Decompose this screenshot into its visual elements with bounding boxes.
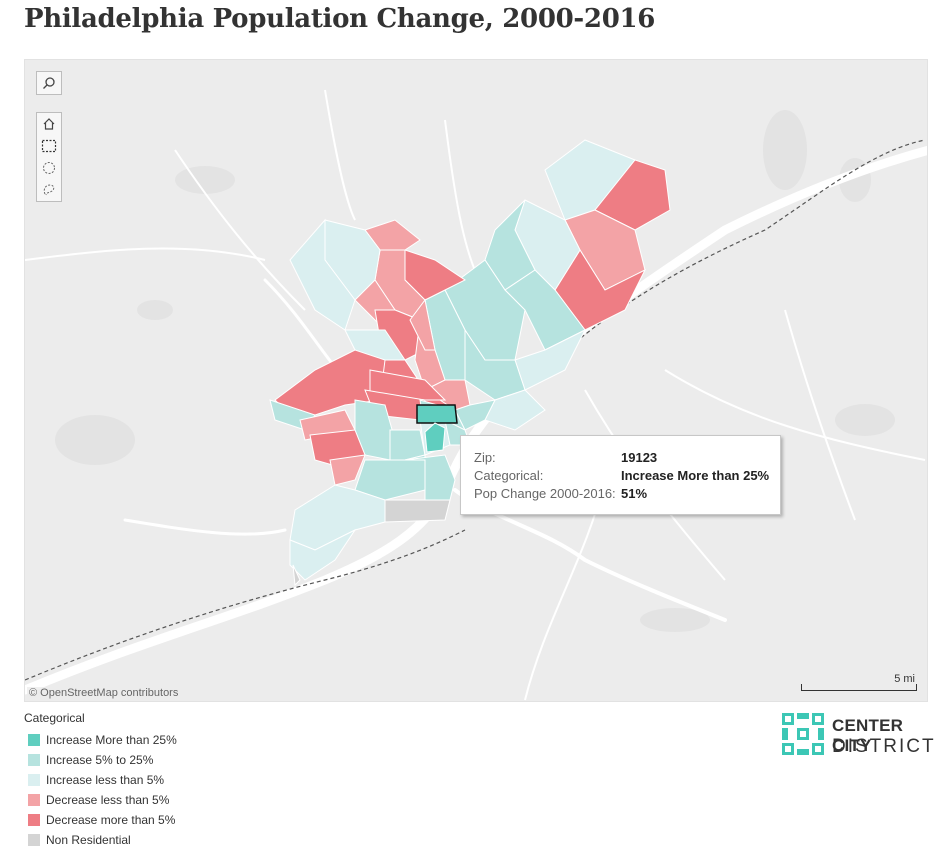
tooltip-key: Zip: (474, 450, 496, 465)
legend-swatch (28, 734, 40, 746)
scale-bar-line (801, 684, 917, 691)
radial-select-icon (43, 162, 55, 174)
logo-icon (782, 713, 824, 755)
legend-title: Categorical (24, 711, 85, 725)
tooltip-row-categorical: Categorical: Increase More than 25% (474, 467, 769, 485)
zip-tooltip: Zip: 19123 Categorical: Increase More than… (460, 435, 781, 515)
legend-swatch (28, 754, 40, 766)
logo-line1: CENTER CITY (832, 716, 904, 755)
legend-swatch (28, 794, 40, 806)
search-tool[interactable] (36, 71, 62, 95)
legend-label: Increase 5% to 25% (46, 753, 154, 767)
tooltip-value: 19123 (621, 450, 658, 465)
legend-label: Increase More than 25% (46, 733, 177, 747)
legend-swatch (28, 834, 40, 846)
rectangle-select-button[interactable] (37, 135, 61, 157)
map-attribution[interactable]: © OpenStreetMap contributors (27, 687, 181, 699)
legend-label: Increase less than 5% (46, 773, 165, 787)
selection-toolbar (36, 112, 62, 202)
rail-lines (25, 139, 926, 681)
tooltip-row-zip: Zip: 19123 (474, 449, 657, 467)
search-icon (43, 77, 55, 89)
legend-items: Increase More than 25% Increase 5% to 25%… (24, 730, 177, 850)
legend-label: Decrease more than 5% (46, 813, 176, 827)
tooltip-row-pop-change: Pop Change 2000-2016: 51% (474, 485, 647, 503)
zip-regions (269, 139, 671, 587)
search-button[interactable] (37, 72, 61, 94)
tooltip-key: Pop Change 2000-2016: (474, 486, 616, 501)
tooltip-value: Increase More than 25% (621, 468, 770, 483)
tooltip-key: Categorical: (474, 468, 544, 483)
scale-bar-label: 5 mi (894, 673, 915, 685)
legend-item[interactable]: Increase More than 25% (24, 730, 177, 750)
home-button[interactable] (37, 113, 61, 135)
map-base[interactable] (25, 60, 928, 702)
radial-select-button[interactable] (37, 157, 61, 179)
center-city-district-logo: CENTER CITY DISTRICT (780, 711, 934, 759)
lasso-select-button[interactable] (37, 179, 61, 201)
legend-item[interactable]: Non Residential (24, 830, 177, 850)
legend-item[interactable]: Increase 5% to 25% (24, 750, 177, 770)
legend-item[interactable]: Decrease less than 5% (24, 790, 177, 810)
tooltip-value: 51% (621, 486, 648, 501)
home-icon (43, 118, 55, 130)
lasso-select-icon (43, 184, 55, 196)
legend-swatch (28, 814, 40, 826)
legend-item[interactable]: Increase less than 5% (24, 770, 177, 790)
legend-swatch (28, 774, 40, 786)
legend-label: Non Residential (46, 833, 131, 847)
rectangle-select-icon (41, 139, 57, 153)
legend-item[interactable]: Decrease more than 5% (24, 810, 177, 830)
map-view[interactable]: © OpenStreetMap contributors 5 mi Zip: 19… (24, 59, 928, 702)
legend-label: Decrease less than 5% (46, 793, 170, 807)
logo-line2: DISTRICT (832, 736, 936, 757)
legend: Categorical Increase More than 25% Increa… (24, 711, 177, 850)
page-title: Philadelphia Population Change, 2000-201… (24, 4, 656, 34)
scale-bar: 5 mi (801, 673, 917, 691)
